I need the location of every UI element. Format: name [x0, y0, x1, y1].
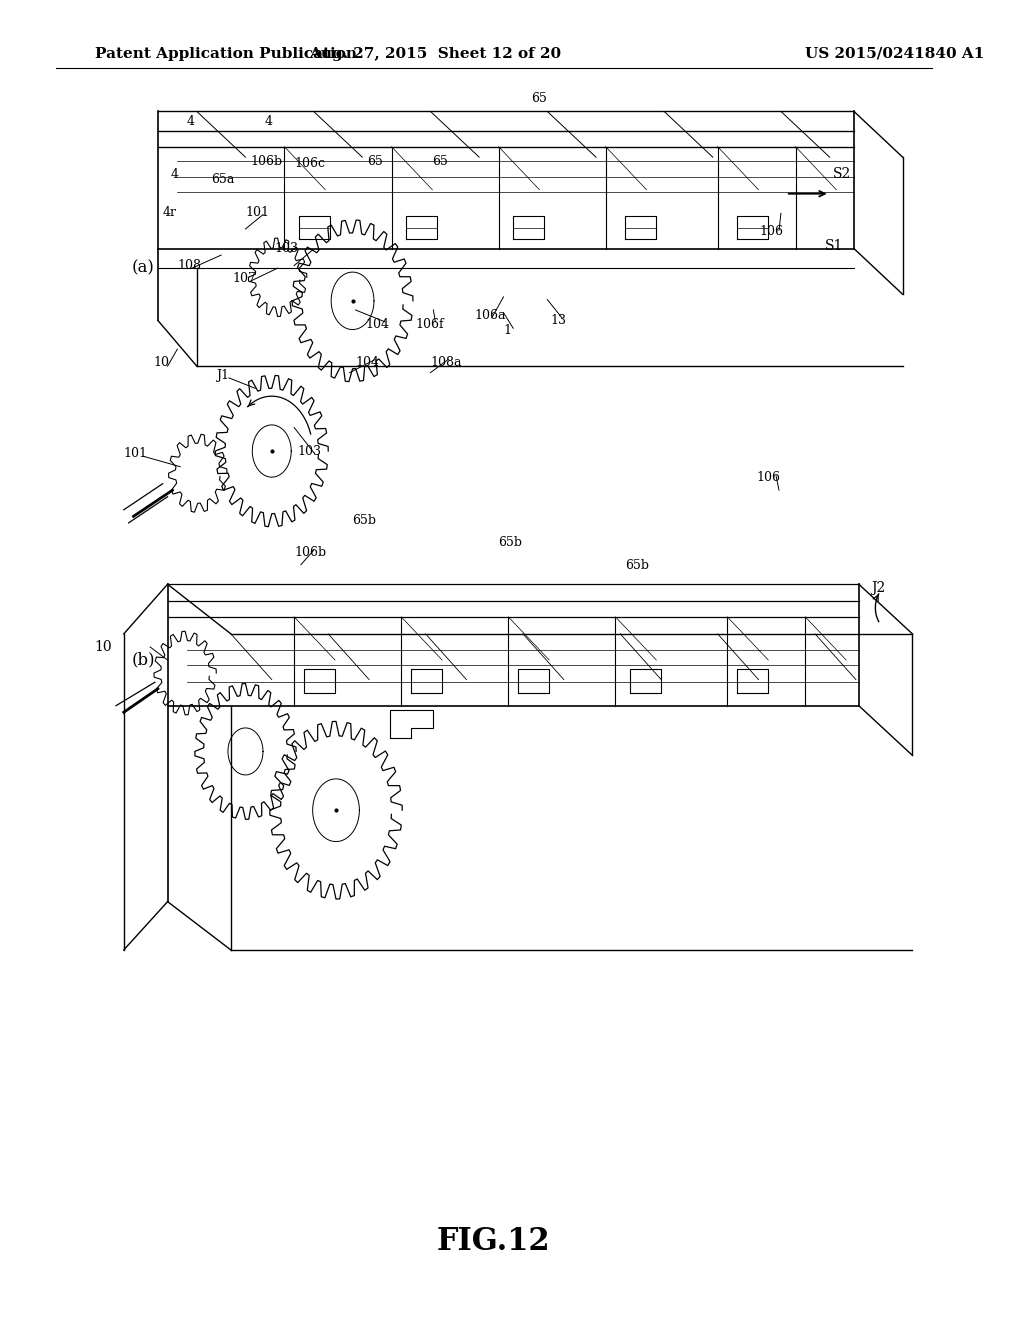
Text: 4: 4 — [187, 115, 195, 128]
Text: 65a: 65a — [211, 173, 234, 186]
Text: 107: 107 — [232, 272, 257, 285]
Text: (b): (b) — [131, 652, 156, 668]
Text: 101: 101 — [246, 206, 269, 219]
Text: 106c: 106c — [294, 157, 326, 170]
Text: US 2015/0241840 A1: US 2015/0241840 A1 — [805, 48, 985, 61]
Text: 10: 10 — [94, 640, 113, 653]
Text: FIG.12: FIG.12 — [437, 1226, 551, 1257]
Text: 106b: 106b — [250, 154, 283, 168]
Text: 1: 1 — [504, 325, 511, 338]
Text: 106a: 106a — [474, 309, 506, 322]
Text: 101: 101 — [124, 447, 147, 461]
Text: 4: 4 — [265, 115, 273, 128]
Text: 106b: 106b — [294, 546, 327, 560]
Text: 108: 108 — [177, 259, 202, 272]
Text: 103: 103 — [297, 445, 322, 458]
Text: 65b: 65b — [626, 560, 649, 573]
Text: 106: 106 — [760, 226, 783, 238]
Text: 65: 65 — [368, 154, 383, 168]
Text: Aug. 27, 2015  Sheet 12 of 20: Aug. 27, 2015 Sheet 12 of 20 — [309, 48, 561, 61]
Text: Patent Application Publication: Patent Application Publication — [94, 48, 356, 61]
Text: 13: 13 — [550, 314, 566, 327]
Text: (a): (a) — [131, 260, 155, 277]
Text: J1: J1 — [216, 368, 229, 381]
Text: 103: 103 — [274, 242, 299, 255]
Text: 104: 104 — [355, 355, 380, 368]
Text: 4: 4 — [171, 168, 178, 181]
Text: 65b: 65b — [352, 513, 377, 527]
Text: 65: 65 — [432, 154, 449, 168]
Text: 108a: 108a — [430, 355, 462, 368]
Text: 65b: 65b — [499, 536, 522, 549]
Text: 106: 106 — [757, 471, 780, 483]
Text: J2: J2 — [871, 581, 886, 595]
Text: 10: 10 — [153, 355, 169, 368]
Text: S1: S1 — [824, 239, 843, 253]
Text: 65: 65 — [530, 92, 547, 104]
Text: 4r: 4r — [163, 206, 177, 219]
Text: S2: S2 — [833, 168, 851, 181]
Text: 104: 104 — [366, 318, 389, 331]
Text: 106f: 106f — [416, 318, 444, 331]
